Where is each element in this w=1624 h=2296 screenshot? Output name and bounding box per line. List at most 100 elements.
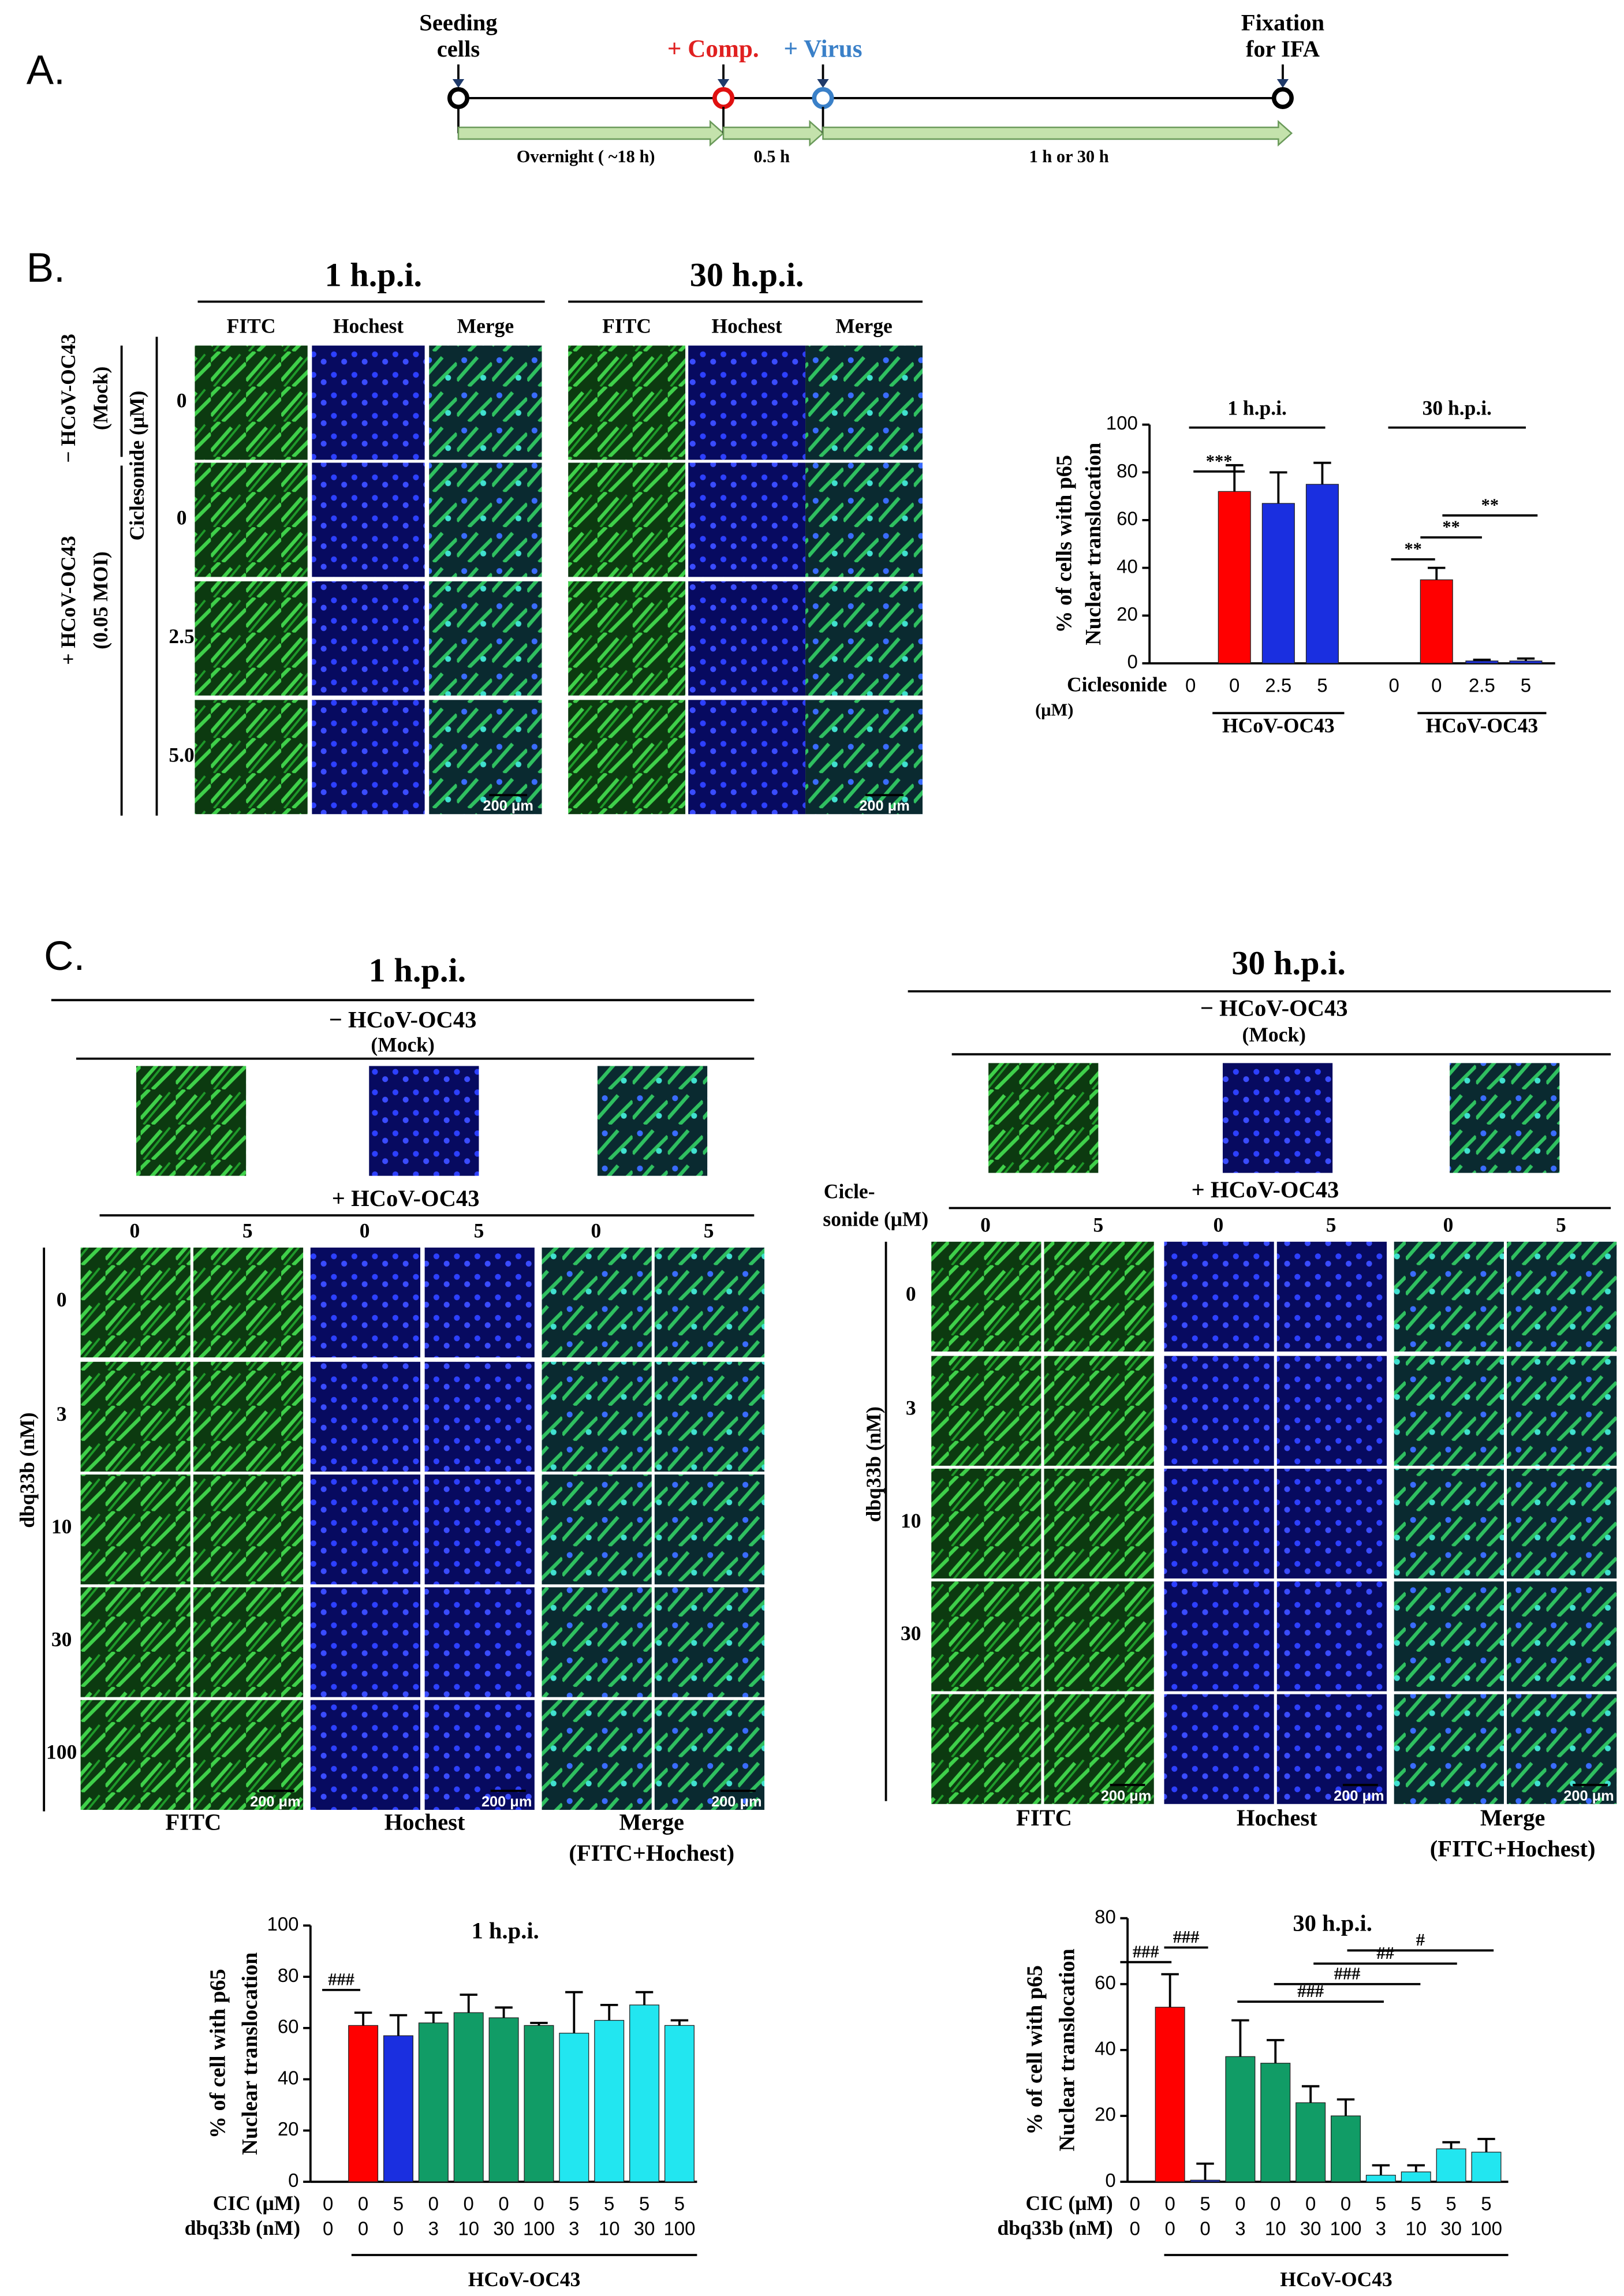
error-bar	[670, 2019, 689, 2026]
bar	[1296, 2102, 1326, 2182]
error-bar	[1442, 2141, 1460, 2149]
y-tick-label: 80	[278, 1965, 299, 1986]
y-tick-label: 20	[1117, 603, 1138, 625]
bar	[1509, 660, 1543, 664]
axis-label: dbq33b (nM)	[16, 1412, 39, 1528]
micrograph	[654, 1361, 765, 1472]
x-tick-label: 0	[428, 2193, 439, 2214]
x-tick-label: 30	[1300, 2218, 1321, 2239]
infected-label: + HCoV-OC43	[1192, 1177, 1339, 1203]
scale-bar-label: 200 μm	[1101, 1788, 1151, 1804]
dose-value: 0	[980, 1214, 991, 1237]
micrograph	[805, 462, 923, 577]
error-bar	[600, 2003, 618, 2021]
bar	[1436, 2148, 1466, 2182]
x-tick-label: 5	[674, 2193, 685, 2214]
timepoint-title: 1 h.p.i.	[325, 256, 423, 293]
channel-label: Merge	[1480, 1805, 1545, 1831]
channel-label: Hochest	[1237, 1805, 1317, 1831]
y-axis-label: % of cell with p65	[1023, 1965, 1047, 2135]
micrograph	[80, 1474, 191, 1585]
micrograph	[369, 1066, 479, 1176]
micrograph	[195, 581, 308, 696]
micrograph	[1394, 1468, 1504, 1579]
y-tick-label: 40	[278, 2067, 299, 2088]
arrow-head	[817, 79, 829, 88]
micrograph	[1044, 1356, 1154, 1466]
x-axis-label: (μM)	[1035, 700, 1073, 720]
x-tick-label: 2.5	[1265, 674, 1291, 696]
y-tick-label: 20	[1095, 2104, 1116, 2125]
error-bar	[635, 1991, 654, 2005]
micrograph	[688, 581, 806, 696]
infected-label: + HCoV-OC43	[332, 1185, 480, 1211]
bar	[418, 2022, 449, 2182]
micrograph	[424, 1247, 535, 1358]
arrow-head	[717, 79, 730, 88]
channel-label: Hochest	[711, 314, 782, 337]
x-tick-label: 0	[1341, 2193, 1351, 2214]
bar	[1190, 2179, 1220, 2182]
row-label: 0	[57, 1288, 67, 1311]
row-label: 100	[46, 1741, 77, 1764]
dose-label: sonide (μM)	[823, 1207, 928, 1230]
x-tick-label: 0	[358, 2218, 368, 2239]
event-label: Fixation	[1241, 9, 1324, 35]
event-label: + Comp.	[667, 36, 759, 63]
axis-label: dbq33b (nM)	[862, 1406, 885, 1522]
error-bar	[530, 2022, 548, 2026]
micrograph	[688, 345, 806, 460]
bar	[383, 2035, 413, 2182]
x-axis-label: Ciclesonide	[1067, 673, 1167, 696]
micrograph	[193, 1587, 304, 1697]
event-label: Seeding	[419, 9, 497, 35]
micrograph	[1276, 1356, 1387, 1466]
x-tick-label: 0	[1164, 2218, 1175, 2239]
micrograph	[988, 1063, 1099, 1173]
scale-bar-label: 200 μm	[859, 798, 909, 814]
x-tick-label: 5	[1317, 674, 1327, 696]
bar	[1365, 2175, 1396, 2182]
error-bar	[1161, 1973, 1179, 2007]
mock-label: − HCoV-OC43	[329, 1007, 477, 1033]
chart-title: 1 h.p.i.	[471, 1917, 539, 1943]
micrograph	[542, 1247, 652, 1358]
event-point	[447, 87, 469, 109]
micrograph	[1044, 1468, 1154, 1579]
significance-label: ###	[1133, 1942, 1159, 1961]
x-tick-label: 5	[1200, 2193, 1210, 2214]
x-tick-label: 0	[393, 2218, 404, 2239]
event-label: + Virus	[784, 36, 863, 63]
micrograph	[542, 1587, 652, 1697]
row-label: 10	[51, 1515, 72, 1538]
y-tick-label: 20	[278, 2118, 299, 2140]
row-label: 0	[177, 506, 187, 529]
micrograph	[429, 462, 542, 577]
x-tick-label: 0	[1431, 674, 1442, 696]
x-tick-label: 3	[1235, 2218, 1245, 2239]
channel-label: FITC	[227, 314, 276, 337]
micrograph	[1394, 1581, 1504, 1692]
x-tick-label: 30	[493, 2218, 514, 2239]
micrograph	[312, 700, 425, 815]
interval-arrow	[822, 120, 1293, 147]
error-bar	[1473, 658, 1491, 661]
bar	[1305, 484, 1339, 664]
significance-label: **	[1442, 517, 1459, 537]
y-tick-label: 0	[288, 2170, 298, 2191]
channel-label: FITC	[602, 314, 651, 337]
bar	[453, 2012, 484, 2182]
error-bar	[1517, 657, 1535, 661]
mock-label: − HCoV-OC43	[1200, 995, 1348, 1021]
row-label: 0	[177, 389, 187, 412]
micrograph	[654, 1587, 765, 1697]
error-bar	[1267, 2039, 1285, 2063]
micrograph	[429, 700, 542, 815]
micrograph	[80, 1587, 191, 1697]
significance-label: #	[1416, 1930, 1425, 1950]
bar	[1261, 503, 1295, 664]
micrograph	[1506, 1581, 1617, 1692]
scale-bar-label: 200 μm	[483, 798, 533, 814]
y-tick-label: 40	[1095, 2038, 1116, 2059]
error-bar	[389, 2014, 408, 2036]
